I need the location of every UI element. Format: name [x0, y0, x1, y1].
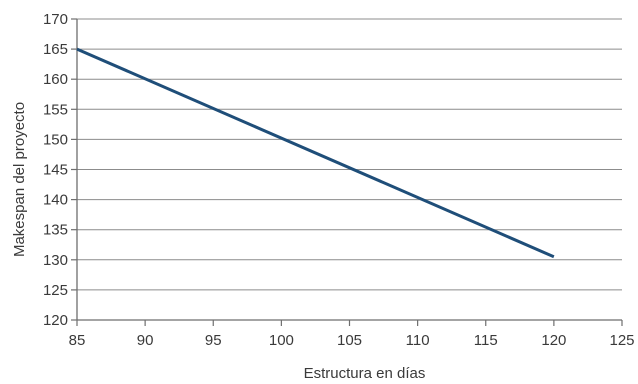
series-line — [76, 47, 555, 259]
x-tick-label: 110 — [406, 332, 430, 349]
gridlines — [77, 18, 622, 291]
x-tick-label: 115 — [474, 332, 498, 349]
y-tick-label: 155 — [43, 101, 68, 118]
y-tick-label: 150 — [43, 131, 68, 148]
y-tick-label: 160 — [43, 71, 68, 88]
y-tick-label: 125 — [43, 282, 68, 299]
series-layer — [76, 47, 555, 259]
y-axis-title: Makespan del proyecto — [11, 102, 28, 257]
axes — [71, 18, 623, 326]
y-tick-label: 145 — [43, 162, 68, 179]
x-tick-label: 95 — [205, 332, 222, 349]
y-tick-label: 120 — [43, 312, 68, 329]
y-tick-label: 135 — [43, 222, 68, 239]
x-tick-label: 120 — [541, 332, 566, 349]
y-tick-label: 140 — [43, 192, 68, 209]
tick-labels: 120 125 130 135 140 145 150 155 160 165 170 85 90 95 1… — [43, 11, 635, 349]
x-tick-label: 100 — [269, 332, 294, 349]
x-tick-label: 85 — [69, 332, 86, 349]
x-tick-label: 125 — [609, 332, 634, 349]
y-tick-label: 170 — [43, 11, 68, 28]
x-axis-title: Estructura en días — [304, 365, 426, 382]
y-tick-label: 130 — [43, 252, 68, 269]
y-tick-label: 165 — [43, 41, 68, 58]
x-tick-label: 90 — [137, 332, 154, 349]
x-tick-label: 105 — [337, 332, 362, 349]
